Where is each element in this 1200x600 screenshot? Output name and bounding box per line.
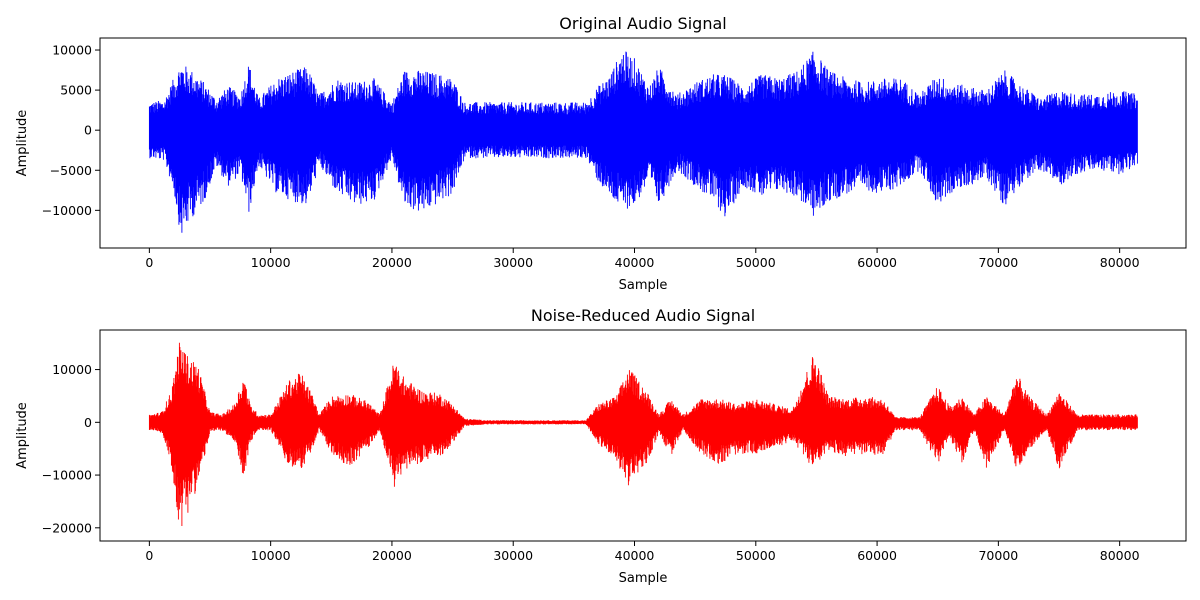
noise-reduced-signal-waveform: [148, 342, 1138, 526]
noise-reduced-signal-title: Noise-Reduced Audio Signal: [531, 306, 755, 325]
noise-reduced-signal-xtick-label: 80000: [1100, 548, 1140, 563]
noise-reduced-signal-xlabel: Sample: [619, 571, 668, 586]
noise-reduced-signal-ytick-label: −10000: [42, 468, 92, 483]
original-signal-title: Original Audio Signal: [559, 14, 726, 33]
noise-reduced-signal-xtick-label: 50000: [736, 548, 776, 563]
original-signal-xtick-label: 80000: [1100, 255, 1140, 270]
original-signal-ytick-label: −10000: [42, 203, 92, 218]
original-signal-xtick-label: 70000: [978, 255, 1018, 270]
noise-reduced-signal-panel: 0 10000 20000 30000 40000 50000 60000 70000 8000…: [15, 306, 1187, 586]
original-signal-ytick-label: 10000: [52, 43, 92, 58]
noise-reduced-signal-xtick-label: 40000: [615, 548, 655, 563]
original-signal-xtick-label: 60000: [857, 255, 897, 270]
noise-reduced-signal-ytick-label: 0: [84, 415, 92, 430]
original-signal-xlabel: Sample: [619, 278, 668, 293]
noise-reduced-signal-ytick-label: −20000: [42, 520, 92, 535]
original-signal-panel: 0 10000 20000 30000 40000 50000 60000 70000 8000…: [15, 14, 1187, 293]
original-signal-axes-frame: [99, 37, 1187, 249]
original-signal-xtick-label: 10000: [251, 255, 291, 270]
original-signal-waveform: [148, 51, 1138, 233]
original-signal-ytick-label: 0: [84, 123, 92, 138]
noise-reduced-signal-ylabel: Amplitude: [15, 402, 30, 469]
original-signal-xtick-label: 30000: [493, 255, 533, 270]
original-signal-ylabel: Amplitude: [15, 110, 30, 177]
noise-reduced-signal-xtick-label: 70000: [978, 548, 1018, 563]
noise-reduced-signal-xtick-label: 30000: [493, 548, 533, 563]
noise-reduced-signal-xtick-label: 10000: [251, 548, 291, 563]
noise-reduced-signal-axes-frame: [99, 329, 1187, 542]
original-signal-xtick-label: 20000: [372, 255, 412, 270]
noise-reduced-signal-ytick-label: 10000: [52, 362, 92, 377]
original-signal-xtick-label: 50000: [736, 255, 776, 270]
original-signal-xtick-label: 0: [145, 255, 153, 270]
original-signal-xtick-label: 40000: [615, 255, 655, 270]
noise-reduced-signal-xtick-label: 20000: [372, 548, 412, 563]
noise-reduced-signal-xtick-label: 60000: [857, 548, 897, 563]
noise-reduced-signal-xtick-label: 0: [145, 548, 153, 563]
original-signal-ytick-label: 5000: [60, 83, 92, 98]
original-signal-ytick-label: −5000: [50, 163, 92, 178]
